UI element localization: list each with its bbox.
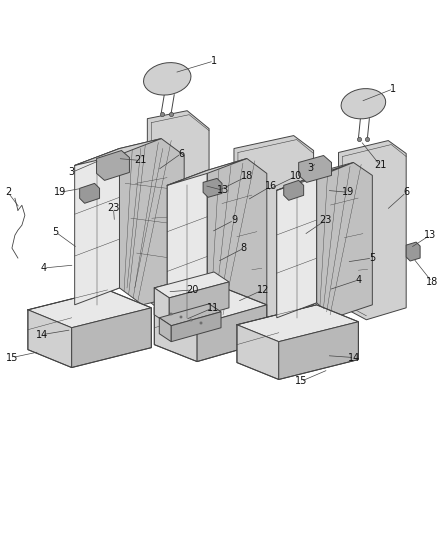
Polygon shape xyxy=(159,304,221,326)
Text: 1: 1 xyxy=(390,84,396,94)
Polygon shape xyxy=(317,163,372,318)
Polygon shape xyxy=(234,135,314,320)
Polygon shape xyxy=(279,322,358,379)
Polygon shape xyxy=(147,111,209,318)
Polygon shape xyxy=(80,183,99,203)
Polygon shape xyxy=(237,305,358,342)
Polygon shape xyxy=(203,179,222,197)
Polygon shape xyxy=(72,308,151,368)
Text: 9: 9 xyxy=(231,215,237,225)
Text: 4: 4 xyxy=(355,275,361,285)
Polygon shape xyxy=(120,139,184,305)
Polygon shape xyxy=(74,149,120,305)
Polygon shape xyxy=(154,272,229,298)
Text: 6: 6 xyxy=(403,187,409,197)
Polygon shape xyxy=(28,310,72,368)
Text: 11: 11 xyxy=(207,303,219,313)
Text: 23: 23 xyxy=(107,203,120,213)
Text: 15: 15 xyxy=(6,353,18,362)
Polygon shape xyxy=(96,150,129,180)
Ellipse shape xyxy=(341,88,385,119)
Polygon shape xyxy=(207,158,267,318)
Polygon shape xyxy=(159,318,171,342)
Text: 21: 21 xyxy=(374,160,386,171)
Text: 4: 4 xyxy=(41,263,47,273)
Polygon shape xyxy=(171,312,221,342)
Text: 18: 18 xyxy=(241,172,253,181)
Text: 1: 1 xyxy=(211,56,217,66)
Text: 13: 13 xyxy=(424,230,436,240)
Text: 23: 23 xyxy=(319,215,332,225)
Text: 3: 3 xyxy=(307,164,314,173)
Polygon shape xyxy=(154,288,267,325)
Text: 19: 19 xyxy=(53,187,66,197)
Text: 13: 13 xyxy=(217,185,229,195)
Text: 8: 8 xyxy=(241,243,247,253)
Text: 18: 18 xyxy=(426,277,438,287)
Text: 2: 2 xyxy=(5,187,11,197)
Polygon shape xyxy=(299,156,332,182)
Text: 14: 14 xyxy=(348,353,360,362)
Polygon shape xyxy=(277,175,317,318)
Text: 5: 5 xyxy=(369,253,375,263)
Text: 15: 15 xyxy=(294,376,307,386)
Text: 12: 12 xyxy=(257,285,269,295)
Text: 19: 19 xyxy=(343,187,355,197)
Text: 16: 16 xyxy=(265,181,277,191)
Polygon shape xyxy=(277,163,353,190)
Polygon shape xyxy=(339,141,406,320)
Polygon shape xyxy=(154,308,197,361)
Polygon shape xyxy=(167,158,247,185)
Polygon shape xyxy=(284,180,304,200)
Polygon shape xyxy=(28,290,151,328)
Text: 10: 10 xyxy=(290,172,302,181)
Text: 3: 3 xyxy=(69,167,75,177)
Text: 20: 20 xyxy=(186,285,198,295)
Polygon shape xyxy=(197,305,267,361)
Text: 21: 21 xyxy=(134,156,147,165)
Polygon shape xyxy=(169,282,229,325)
Polygon shape xyxy=(237,325,279,379)
Polygon shape xyxy=(74,139,161,165)
Ellipse shape xyxy=(144,62,191,95)
Text: 5: 5 xyxy=(53,227,59,237)
Polygon shape xyxy=(406,242,420,261)
Polygon shape xyxy=(154,288,169,325)
Text: 6: 6 xyxy=(178,149,184,158)
Text: 14: 14 xyxy=(35,330,48,340)
Polygon shape xyxy=(167,171,207,318)
